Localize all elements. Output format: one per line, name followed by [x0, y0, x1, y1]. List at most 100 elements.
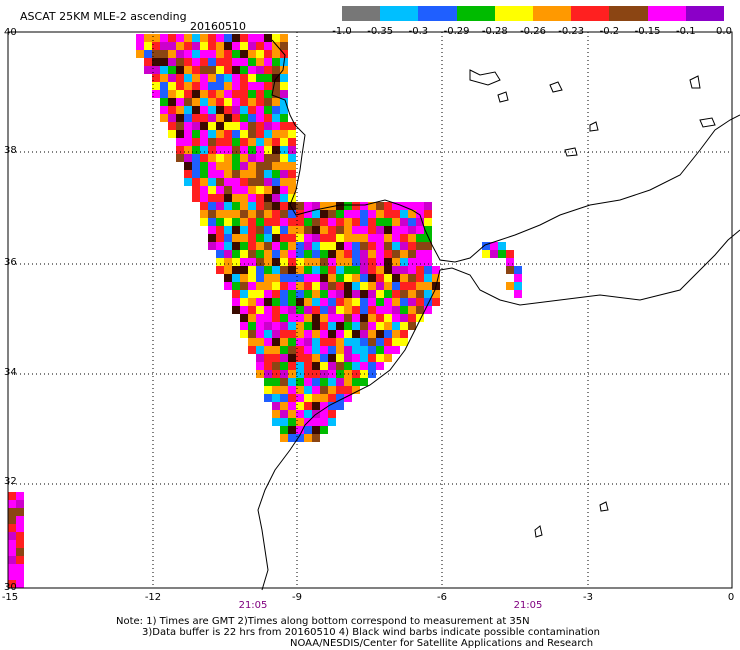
swath-pixel — [208, 82, 216, 90]
swath-pixel — [384, 282, 392, 290]
swath-pixel — [152, 74, 160, 82]
swath-pixel — [264, 66, 272, 74]
swath-pixel — [208, 186, 216, 194]
swath-pixel — [176, 58, 184, 66]
swath-pixel — [216, 130, 224, 138]
swath-pixel — [224, 210, 232, 218]
swath-pixel — [288, 322, 296, 330]
swath-pixel — [272, 162, 280, 170]
swath-pixel — [224, 130, 232, 138]
swath-pixel — [296, 330, 304, 338]
swath-pixel — [160, 114, 168, 122]
swath-pixel — [16, 516, 24, 524]
swath-pixel — [368, 218, 376, 226]
swath-pixel — [240, 298, 248, 306]
swath-pixel — [432, 274, 440, 282]
swath-pixel — [336, 210, 344, 218]
swath-pixel — [408, 314, 416, 322]
swath-pixel — [200, 186, 208, 194]
swath-pixel — [376, 338, 384, 346]
swath-pixel — [224, 162, 232, 170]
swath-pixel — [360, 202, 368, 210]
swath-pixel — [296, 314, 304, 322]
swath-pixel — [416, 274, 424, 282]
swath-pixel — [336, 402, 344, 410]
time-label-1: 21:05 — [238, 600, 268, 611]
swath-pixel — [216, 234, 224, 242]
swath-pixel — [272, 202, 280, 210]
swath-pixel — [160, 58, 168, 66]
swath-pixel — [256, 42, 264, 50]
swath-pixel — [280, 394, 288, 402]
swath-pixel — [176, 50, 184, 58]
swath-pixel — [288, 122, 296, 130]
swath-pixel — [232, 90, 240, 98]
swath-pixel — [336, 258, 344, 266]
swath-pixel — [312, 298, 320, 306]
swath-pixel — [264, 386, 272, 394]
swath-pixel — [232, 202, 240, 210]
swath-pixel — [232, 98, 240, 106]
swath-pixel — [224, 58, 232, 66]
swath-pixel — [344, 290, 352, 298]
swath-pixel — [264, 202, 272, 210]
swath-pixel — [256, 154, 264, 162]
swath-pixel — [360, 290, 368, 298]
swath-pixel — [296, 242, 304, 250]
swath-pixel — [264, 58, 272, 66]
swath-pixel — [176, 90, 184, 98]
swath-pixel — [304, 290, 312, 298]
swath-pixel — [256, 266, 264, 274]
swath-pixel — [224, 66, 232, 74]
swath-pixel — [200, 138, 208, 146]
swath-pixel — [304, 314, 312, 322]
swath-pixel — [192, 90, 200, 98]
swath-pixel — [424, 202, 432, 210]
swath-pixel — [320, 226, 328, 234]
swath-pixel — [272, 66, 280, 74]
swath-pixel — [400, 250, 408, 258]
swath-pixel — [240, 226, 248, 234]
swath-pixel — [272, 386, 280, 394]
swath-pixel — [248, 274, 256, 282]
swath-pixel — [320, 394, 328, 402]
swath-pixel — [264, 330, 272, 338]
swath-pixel — [304, 226, 312, 234]
swath-pixel — [320, 242, 328, 250]
swath-pixel — [272, 146, 280, 154]
swath-pixel — [248, 346, 256, 354]
swath-pixel — [176, 138, 184, 146]
swath-pixel — [280, 98, 288, 106]
swath-pixel — [232, 226, 240, 234]
swath-pixel — [360, 258, 368, 266]
lon-label-15: -15 — [1, 592, 19, 603]
swath-pixel — [384, 250, 392, 258]
swath-pixel — [280, 402, 288, 410]
swath-pixel — [304, 362, 312, 370]
swath-pixel — [384, 338, 392, 346]
swath-pixel — [376, 330, 384, 338]
swath-pixel — [328, 250, 336, 258]
swath-pixel — [8, 580, 16, 588]
swath-pixel — [408, 210, 416, 218]
swath-pixel — [320, 266, 328, 274]
swath-pixel — [216, 210, 224, 218]
island-6 — [699, 117, 716, 128]
swath-pixel — [208, 194, 216, 202]
swath-pixel — [176, 146, 184, 154]
swath-pixel — [288, 130, 296, 138]
swath-pixel — [312, 386, 320, 394]
swath-pixel — [392, 314, 400, 322]
swath-pixel — [344, 210, 352, 218]
swath-pixel — [192, 130, 200, 138]
swath-pixel — [240, 114, 248, 122]
swath-pixel — [384, 290, 392, 298]
swath-pixel — [256, 146, 264, 154]
swath-pixel — [272, 330, 280, 338]
swath-pixel — [176, 66, 184, 74]
swath-pixel — [208, 130, 216, 138]
swath-pixel — [424, 290, 432, 298]
swath-pixel — [400, 330, 408, 338]
swath-pixel — [320, 378, 328, 386]
swath-pixel — [248, 314, 256, 322]
